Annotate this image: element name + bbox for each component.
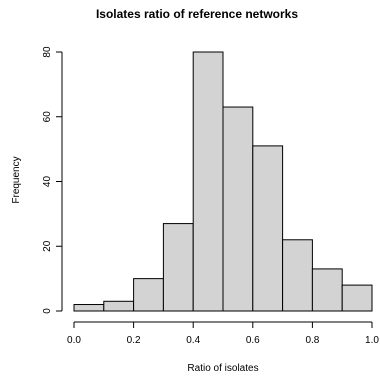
y-tick-label: 60 [42, 111, 53, 123]
histogram-bar [133, 278, 164, 312]
histogram-bar [222, 106, 254, 312]
histogram-bar [252, 145, 284, 312]
bars-group [73, 51, 373, 312]
chart-title: Isolates ratio of reference networks [96, 7, 298, 21]
x-axis: 0.0 0.2 0.4 0.6 0.8 1.0 [67, 321, 379, 346]
x-tick-label: 0.6 [246, 335, 260, 346]
y-tick-label: 40 [42, 176, 53, 188]
histogram-bar [282, 239, 313, 312]
x-tick-label: 0.8 [305, 335, 319, 346]
histogram-bar [311, 268, 343, 312]
x-tick-label: 0.4 [186, 335, 200, 346]
histogram-bar [341, 284, 373, 312]
histogram-bar [73, 304, 105, 312]
y-axis: 0 20 40 60 80 [42, 46, 63, 314]
x-tick-label: 1.0 [365, 335, 379, 346]
y-tick-label: 20 [42, 240, 53, 252]
x-tick-label: 0.0 [67, 335, 81, 346]
histogram-bar [192, 51, 224, 312]
histogram-bar [162, 223, 194, 312]
x-axis-label: Ratio of isolates [187, 363, 258, 374]
histogram-bar [103, 300, 135, 312]
y-axis-label: Frequency [11, 156, 22, 203]
y-tick-label: 0 [42, 308, 53, 314]
x-tick-label: 0.2 [127, 335, 141, 346]
y-tick-label: 80 [42, 46, 53, 58]
